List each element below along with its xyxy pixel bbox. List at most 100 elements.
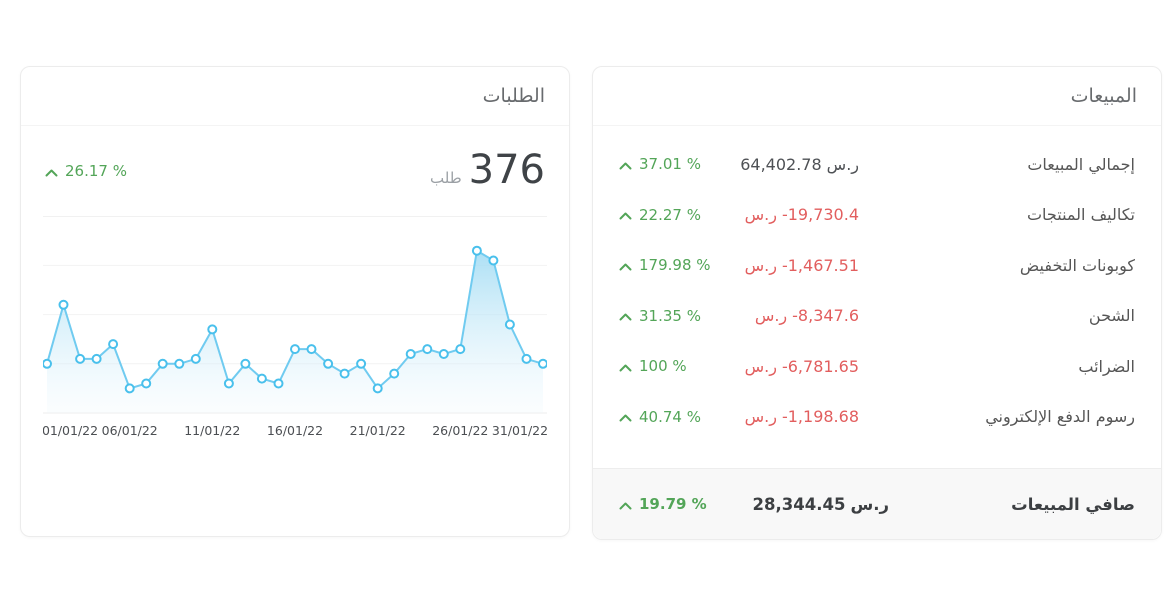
row-amount: -6,781.65 <box>781 356 859 376</box>
row-change: 22.27 % <box>619 206 731 224</box>
orders-change: 26.17 % <box>45 162 127 180</box>
sales-footer: 19.79 % 28,344.45 ر.س صافي المبيعات <box>593 468 1161 539</box>
chart-point <box>438 349 449 359</box>
chart-point <box>521 353 532 364</box>
x-axis-label: 11/01/22 <box>184 423 240 438</box>
row-label: رسوم الدفع الإلكتروني <box>985 407 1135 427</box>
row-currency: ر.س <box>826 154 859 174</box>
row-currency: ر.س <box>744 356 777 376</box>
row-amount: -1,467.51 <box>781 255 859 275</box>
chart-point <box>174 358 185 369</box>
sales-row: 37.01 % 64,402.78 ر.س إجمالي المبيعات <box>593 139 1161 190</box>
sales-row: 100 % ر.س -6,781.65 الضرائب <box>593 341 1161 392</box>
sales-card-title: المبيعات <box>1070 85 1137 107</box>
row-amount: -8,347.6 <box>792 306 859 326</box>
row-change-percent: 179.98 % <box>639 256 711 275</box>
chart-point <box>422 344 433 355</box>
row-value: ر.س -1,467.51 <box>731 256 859 275</box>
row-change: 19.79 % <box>619 495 731 513</box>
sales-row: 22.27 % ر.س -19,730.4 تكاليف المنتجات <box>593 190 1161 241</box>
chart-point <box>223 378 234 389</box>
orders-card: الطلبات 376 طلب 26.17 % 01/01/22 06/01/22… <box>20 66 570 537</box>
row-change-percent: 22.27 % <box>639 205 701 224</box>
row-change-percent: 40.74 % <box>639 407 701 426</box>
row-currency: ر.س <box>744 407 777 427</box>
sales-card: المبيعات 37.01 % 64,402.78 ر.س إجمالي المبي… <box>592 66 1162 540</box>
sales-row: 31.35 % ر.س -8,347.6 الشحن <box>593 291 1161 342</box>
row-currency: ر.س <box>754 306 788 326</box>
row-currency: ر.س <box>744 205 777 225</box>
row-change: 40.74 % <box>619 408 731 426</box>
orders-card-header: الطلبات <box>21 67 569 126</box>
row-label: كوبونات التخفيض <box>1019 255 1135 275</box>
chart-point <box>455 344 466 355</box>
row-label: إجمالي المبيعات <box>1027 154 1135 174</box>
row-label: الشحن <box>1088 306 1135 326</box>
row-change: 100 % <box>619 357 731 375</box>
row-change: 31.35 % <box>619 307 731 325</box>
orders-chart[interactable]: 01/01/22 06/01/22 11/01/22 16/01/22 21/01/22… <box>42 231 548 443</box>
sales-row: 40.74 % ر.س -1,198.68 رسوم الدفع الإلكتروني <box>593 392 1161 443</box>
chart-point <box>306 344 317 355</box>
trend-up-icon <box>619 363 632 373</box>
orders-change-percent: 26.17 % <box>65 162 127 180</box>
chart-point <box>240 358 251 369</box>
x-axis-label: 16/01/22 <box>267 423 323 438</box>
chart-point <box>538 358 548 369</box>
trend-up-icon <box>619 161 632 171</box>
chart-point <box>488 255 499 266</box>
row-value: ر.س -6,781.65 <box>731 357 859 376</box>
chart-point <box>108 339 119 350</box>
row-change-percent: 37.01 % <box>639 155 701 174</box>
x-axis-label: 21/01/22 <box>350 423 406 438</box>
orders-card-title: الطلبات <box>482 85 545 107</box>
row-amount: -19,730.4 <box>781 205 859 225</box>
trend-up-icon <box>45 168 58 178</box>
trend-up-icon <box>619 312 632 322</box>
chart-point <box>356 358 367 369</box>
chart-point <box>339 368 350 379</box>
row-label: تكاليف المنتجات <box>1026 205 1135 225</box>
trend-up-icon <box>619 413 632 423</box>
row-label: الضرائب <box>1078 356 1135 376</box>
chart-point <box>389 368 400 379</box>
chart-point <box>124 383 135 394</box>
orders-chart-wrap: 01/01/22 06/01/22 11/01/22 16/01/22 21/01/22… <box>21 231 569 447</box>
row-change-percent: 31.35 % <box>639 306 701 325</box>
row-amount: 28,344.45 <box>752 494 846 514</box>
chart-point <box>290 344 300 355</box>
row-amount: 64,402.78 <box>740 154 822 174</box>
x-axis-label: 01/01/22 <box>43 423 98 438</box>
orders-unit-label: طلب <box>430 169 462 187</box>
chart-point <box>42 358 52 369</box>
orders-total-block: 376 طلب <box>430 150 545 190</box>
row-change: 37.01 % <box>619 155 731 173</box>
sales-card-header: المبيعات <box>593 67 1161 126</box>
orders-stat: 376 طلب 26.17 % <box>21 126 569 190</box>
chart-point <box>141 378 152 389</box>
chart-point <box>323 358 334 369</box>
row-change-percent: 100 % <box>639 357 687 376</box>
orders-divider <box>43 216 547 217</box>
row-value: ر.س -1,198.68 <box>731 407 859 426</box>
row-label: صافي المبيعات <box>1011 494 1135 514</box>
row-value: ر.س -19,730.4 <box>731 205 859 224</box>
chart-point <box>91 353 102 364</box>
trend-up-icon <box>619 211 632 221</box>
orders-total-value: 376 <box>468 147 545 193</box>
row-value: ر.س -8,347.6 <box>731 306 859 325</box>
sales-list: 37.01 % 64,402.78 ر.س إجمالي المبيعات 22.27 … <box>593 126 1161 442</box>
row-change: 179.98 % <box>619 256 731 274</box>
x-axis-label: 06/01/22 <box>102 423 158 438</box>
sales-row: 179.98 % ر.س -1,467.51 كوبونات التخفيض <box>593 240 1161 291</box>
x-axis-label: 31/01/22 <box>492 423 547 438</box>
sales-row: 19.79 % 28,344.45 ر.س صافي المبيعات <box>593 495 1161 514</box>
trend-up-icon <box>619 262 632 272</box>
row-amount: -1,198.68 <box>781 407 859 427</box>
chart-point <box>256 373 267 384</box>
chart-point <box>471 245 482 256</box>
chart-point <box>405 349 416 359</box>
chart-point <box>504 319 515 330</box>
chart-point <box>207 324 218 335</box>
trend-up-icon <box>619 501 632 511</box>
